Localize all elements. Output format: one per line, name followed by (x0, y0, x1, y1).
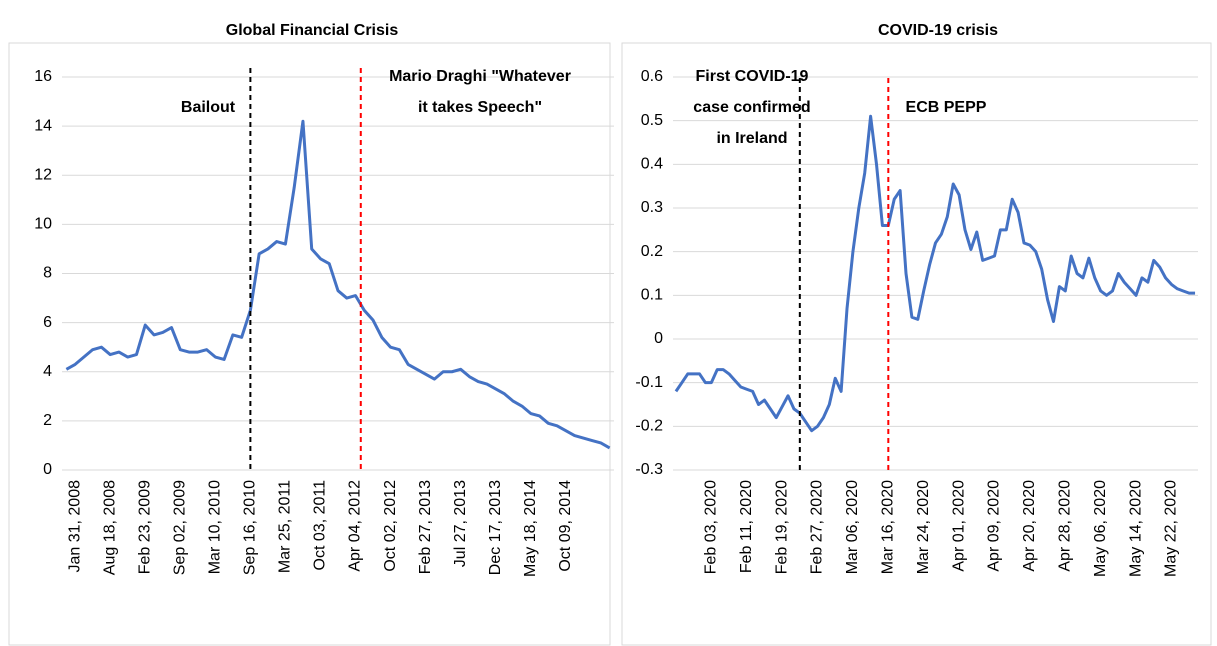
chart-title: COVID-19 crisis (878, 22, 998, 39)
x-tick-label: May 22, 2020 (1163, 480, 1180, 577)
annotation: Bailout (181, 99, 236, 116)
y-tick-label: -0.2 (635, 418, 663, 435)
x-tick-label: Dec 17, 2013 (487, 480, 504, 575)
y-tick-label: 14 (34, 117, 52, 134)
x-tick-label: Apr 09, 2020 (986, 480, 1003, 572)
y-tick-label: 0.2 (641, 243, 663, 260)
y-tick-label: 2 (43, 412, 52, 429)
x-tick-label: Mar 06, 2020 (844, 480, 861, 574)
x-tick-label: May 14, 2020 (1127, 480, 1144, 577)
y-tick-label: 12 (34, 166, 52, 183)
y-tick-label: 0.5 (641, 112, 663, 129)
annotation: First COVID-19 (696, 68, 809, 85)
x-tick-label: Apr 20, 2020 (1021, 480, 1038, 572)
x-tick-label: Apr 04, 2012 (347, 480, 364, 572)
panel-frame (621, 42, 1212, 646)
x-tick-label: Aug 18, 2008 (101, 480, 118, 575)
annotation: in Ireland (716, 130, 787, 147)
x-tick-label: Feb 23, 2009 (136, 480, 153, 574)
y-tick-label: 6 (43, 314, 52, 331)
y-tick-label: 16 (34, 68, 52, 85)
annotation: case confirmed (693, 99, 810, 116)
y-tick-label: 10 (34, 216, 52, 233)
y-tick-label: -0.1 (635, 374, 663, 391)
x-tick-label: Oct 02, 2012 (382, 480, 399, 572)
y-tick-label: 0 (43, 461, 52, 478)
data-line (65, 119, 611, 450)
y-tick-label: 4 (43, 363, 52, 380)
x-tick-label: Jan 31, 2008 (66, 480, 83, 573)
x-tick-label: Mar 25, 2011 (277, 480, 294, 573)
x-tick-label: Oct 09, 2014 (557, 480, 574, 572)
x-tick-label: May 06, 2020 (1092, 480, 1109, 577)
x-tick-label: Apr 28, 2020 (1056, 480, 1073, 572)
y-tick-label: 0 (654, 330, 663, 347)
y-tick-label: 0.6 (641, 68, 663, 85)
chart-title: Global Financial Crisis (226, 22, 399, 39)
x-tick-label: Oct 03, 2011 (312, 480, 329, 571)
x-tick-label: Jul 27, 2013 (452, 480, 469, 567)
annotation: it takes Speech" (418, 99, 542, 116)
y-tick-label: 8 (43, 265, 52, 282)
x-tick-label: Feb 27, 2013 (417, 480, 434, 574)
x-tick-label: Mar 24, 2020 (915, 480, 932, 574)
y-tick-label: 0.4 (641, 156, 663, 173)
annotation: ECB PEPP (906, 99, 987, 116)
x-tick-label: Feb 19, 2020 (773, 480, 790, 574)
x-tick-label: Apr 01, 2020 (950, 480, 967, 572)
x-tick-label: Feb 27, 2020 (809, 480, 826, 574)
x-tick-label: Feb 11, 2020 (738, 480, 755, 573)
x-tick-label: May 18, 2014 (522, 480, 539, 577)
annotation: Mario Draghi "Whatever (389, 68, 571, 85)
data-line (674, 114, 1196, 433)
y-tick-label: -0.3 (635, 461, 663, 478)
x-tick-label: Mar 10, 2010 (207, 480, 224, 574)
x-tick-label: Sep 16, 2010 (242, 480, 259, 575)
y-tick-label: 0.1 (641, 287, 663, 304)
x-tick-label: Mar 16, 2020 (880, 480, 897, 574)
y-tick-label: 0.3 (641, 199, 663, 216)
x-tick-label: Feb 03, 2020 (703, 480, 720, 574)
panel-frame (8, 42, 611, 646)
x-tick-label: Sep 02, 2009 (172, 480, 189, 575)
